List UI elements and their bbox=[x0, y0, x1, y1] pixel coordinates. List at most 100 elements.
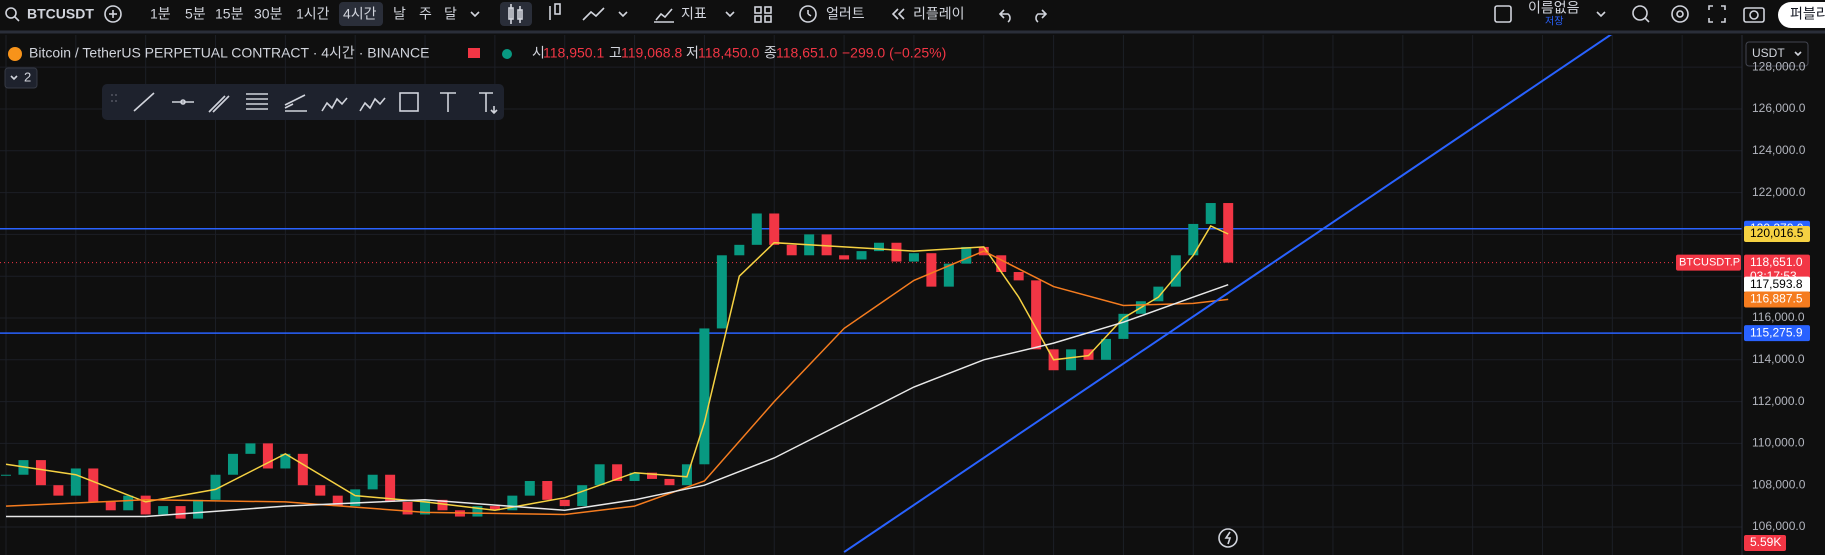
templates-icon[interactable] bbox=[754, 6, 772, 23]
candle bbox=[821, 234, 832, 256]
alert-icon[interactable] bbox=[799, 5, 817, 23]
candle bbox=[629, 472, 640, 482]
chart-type-menu[interactable] bbox=[618, 11, 628, 18]
candle bbox=[367, 474, 378, 490]
change: −299.0 (−0.25%) bbox=[842, 45, 946, 61]
candle bbox=[140, 495, 151, 515]
layout-menu[interactable] bbox=[1596, 11, 1606, 18]
interval[interactable]: 날 bbox=[393, 6, 406, 22]
drawing-toolbar bbox=[102, 84, 504, 120]
candle bbox=[332, 495, 343, 507]
candle bbox=[88, 468, 99, 502]
publish[interactable]: 퍼블리 bbox=[1790, 6, 1825, 22]
candle bbox=[1170, 255, 1181, 287]
interval[interactable]: 4시간 bbox=[343, 6, 377, 22]
candle bbox=[315, 485, 326, 496]
candle bbox=[856, 251, 867, 260]
price-label-box bbox=[1744, 226, 1810, 243]
replay-icon[interactable] bbox=[891, 8, 905, 20]
fullscreen[interactable] bbox=[1708, 5, 1726, 23]
candle bbox=[891, 242, 902, 262]
candle bbox=[786, 244, 797, 256]
close-value: 118,651.0 bbox=[776, 45, 837, 61]
drawing-tools[interactable] bbox=[111, 92, 498, 115]
candle bbox=[559, 499, 570, 507]
price-label-box bbox=[1744, 291, 1810, 308]
candle bbox=[53, 485, 64, 496]
interval[interactable]: 30분 bbox=[254, 6, 283, 22]
line-icon[interactable] bbox=[582, 7, 605, 21]
indicator-toggle[interactable] bbox=[4, 67, 38, 89]
lightning-icon[interactable] bbox=[1218, 528, 1238, 548]
candle bbox=[751, 213, 762, 245]
interval[interactable]: 1분 bbox=[150, 6, 171, 22]
candle-button[interactable] bbox=[500, 2, 532, 26]
candle bbox=[594, 464, 605, 486]
alert[interactable]: 얼러트 bbox=[826, 6, 865, 22]
search-icon[interactable] bbox=[5, 7, 20, 22]
candle bbox=[402, 501, 413, 515]
candle bbox=[664, 478, 675, 486]
candle bbox=[489, 506, 500, 511]
bar-icon[interactable] bbox=[549, 3, 561, 20]
candle bbox=[996, 255, 1007, 273]
y-tick-label: 112,000.0 bbox=[1752, 394, 1805, 408]
candle bbox=[280, 453, 291, 469]
candle bbox=[193, 499, 204, 519]
moving-average bbox=[6, 283, 1229, 518]
low-label: 저 bbox=[686, 45, 699, 61]
candle bbox=[262, 443, 273, 469]
interval[interactable]: 5분 bbox=[185, 6, 206, 22]
quick-search[interactable] bbox=[1632, 5, 1650, 23]
interval-menu[interactable] bbox=[470, 11, 480, 18]
candle bbox=[105, 501, 116, 511]
indicator-menu[interactable] bbox=[725, 11, 735, 18]
interval[interactable]: 주 bbox=[419, 6, 432, 22]
indicator-toggle-chevron bbox=[10, 75, 18, 81]
save[interactable]: 저장 bbox=[1545, 16, 1563, 28]
trendline bbox=[843, 35, 1613, 553]
settings[interactable] bbox=[1671, 5, 1689, 23]
candle bbox=[297, 453, 308, 486]
candle-icon bbox=[508, 4, 523, 24]
publish-button[interactable] bbox=[1778, 2, 1825, 28]
undo[interactable] bbox=[998, 9, 1011, 23]
candle bbox=[1013, 272, 1024, 281]
interval[interactable]: 달 bbox=[444, 6, 457, 22]
candle bbox=[734, 244, 745, 256]
flag[interactable] bbox=[468, 48, 480, 58]
intervals: 1분 5분 15분 30분 1시간 4시간 날 주 달 bbox=[150, 2, 457, 26]
y-tick-label: 122,000.0 bbox=[1752, 185, 1806, 199]
redo[interactable] bbox=[1035, 9, 1048, 23]
y-tick-label: 116,000.0 bbox=[1752, 310, 1805, 324]
replay[interactable]: 리플레이 bbox=[913, 6, 965, 22]
price-label-box bbox=[1744, 276, 1810, 293]
candle bbox=[769, 213, 780, 245]
volume-label-box bbox=[1744, 535, 1786, 551]
price-label: 118,651.0 bbox=[1750, 255, 1803, 269]
candle bbox=[175, 506, 186, 519]
candle bbox=[612, 464, 623, 482]
currency-chevron bbox=[1794, 51, 1802, 57]
interval[interactable]: 1시간 bbox=[296, 6, 330, 22]
symbol-label-box bbox=[1676, 254, 1741, 271]
candle bbox=[716, 255, 727, 329]
low-value: 118,450.0 bbox=[698, 45, 759, 61]
price-axis: 106,000.0 108,000.0 110,000.0 112,000.0 114,… bbox=[1676, 59, 1810, 551]
currency-box[interactable] bbox=[1745, 41, 1809, 67]
candle bbox=[472, 506, 483, 517]
symbol[interactable]: BTCUSDT bbox=[27, 6, 94, 22]
moving-average bbox=[5, 250, 1229, 516]
layout-checkbox[interactable] bbox=[1494, 5, 1512, 23]
indicator-icon[interactable] bbox=[654, 8, 674, 23]
top-toolbar bbox=[0, 0, 1825, 30]
add-symbol[interactable] bbox=[104, 5, 122, 23]
layout-name[interactable]: 이름없음 bbox=[1528, 0, 1580, 16]
candle bbox=[385, 474, 396, 502]
screenshot[interactable] bbox=[1743, 7, 1765, 23]
currency[interactable]: USDT bbox=[1752, 46, 1785, 60]
interval[interactable]: 15분 bbox=[215, 6, 244, 22]
indicators[interactable]: 지표 bbox=[681, 6, 707, 22]
candle bbox=[647, 472, 658, 479]
